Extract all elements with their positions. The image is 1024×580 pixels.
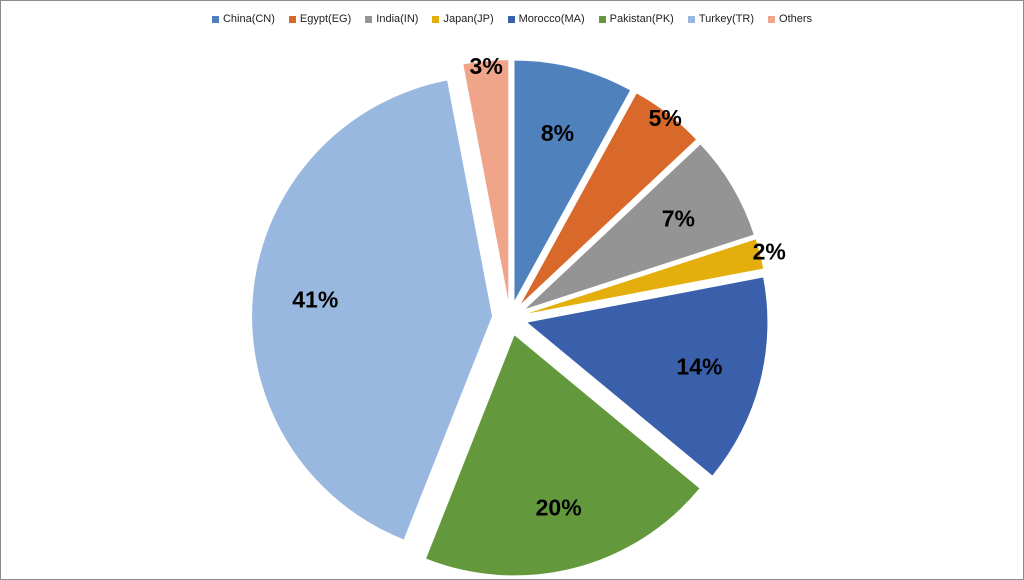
chart-legend: China(CN) Egypt(EG) India(IN) Japan(JP) … — [0, 13, 1024, 25]
legend-entry-china: China(CN) — [211, 13, 275, 25]
legend-label-morocco: Morocco(MA) — [518, 13, 585, 25]
legend-entry-japan: Japan(JP) — [432, 13, 494, 25]
legend-entry-morocco: Morocco(MA) — [507, 13, 585, 25]
legend-swatch-india — [365, 15, 373, 23]
pie-slice-pakistan-pk — [426, 335, 700, 576]
data-label-pakistan-pk: 20% — [536, 494, 582, 520]
legend-entry-others: Others — [768, 13, 812, 25]
legend-swatch-egypt — [288, 15, 296, 23]
pie-slice-egypt-eg — [521, 93, 696, 304]
data-label-others: 3% — [470, 53, 503, 79]
pie-slice-china-cn — [514, 60, 631, 301]
legend-swatch-turkey — [687, 15, 695, 23]
pie-slice-others — [463, 60, 509, 301]
legend-label-turkey: Turkey(TR) — [698, 13, 755, 25]
legend-swatch-japan — [432, 15, 440, 23]
data-label-turkey-tr: 41% — [292, 287, 338, 313]
data-label-india-in: 7% — [662, 205, 695, 231]
legend-entry-pakistan: Pakistan(PK) — [598, 13, 674, 25]
legend-entry-india: India(IN) — [365, 13, 418, 25]
data-label-egypt-eg: 5% — [649, 105, 682, 131]
data-label-japan-jp: 2% — [753, 238, 786, 264]
legend-label-others: Others — [779, 13, 813, 25]
pie-slice-japan-jp — [527, 239, 764, 314]
legend-label-japan: Japan(JP) — [443, 13, 494, 25]
legend-entry-egypt: Egypt(EG) — [288, 13, 352, 25]
legend-label-egypt: Egypt(EG) — [299, 13, 352, 25]
legend-swatch-pakistan — [598, 15, 606, 23]
legend-swatch-china — [211, 15, 219, 23]
data-label-morocco-ma: 14% — [676, 354, 722, 380]
legend-entry-turkey: Turkey(TR) — [687, 13, 755, 25]
data-label-china-cn: 8% — [541, 120, 574, 146]
legend-label-india: India(IN) — [376, 13, 419, 25]
legend-swatch-morocco — [507, 15, 515, 23]
legend-label-china: China(CN) — [222, 13, 275, 25]
legend-label-pakistan: Pakistan(PK) — [609, 13, 674, 25]
pie-slice-india-in — [525, 144, 754, 309]
pie-slice-morocco-ma — [527, 277, 768, 476]
pie-slice-turkey-tr — [252, 80, 493, 540]
legend-swatch-others — [768, 15, 776, 23]
